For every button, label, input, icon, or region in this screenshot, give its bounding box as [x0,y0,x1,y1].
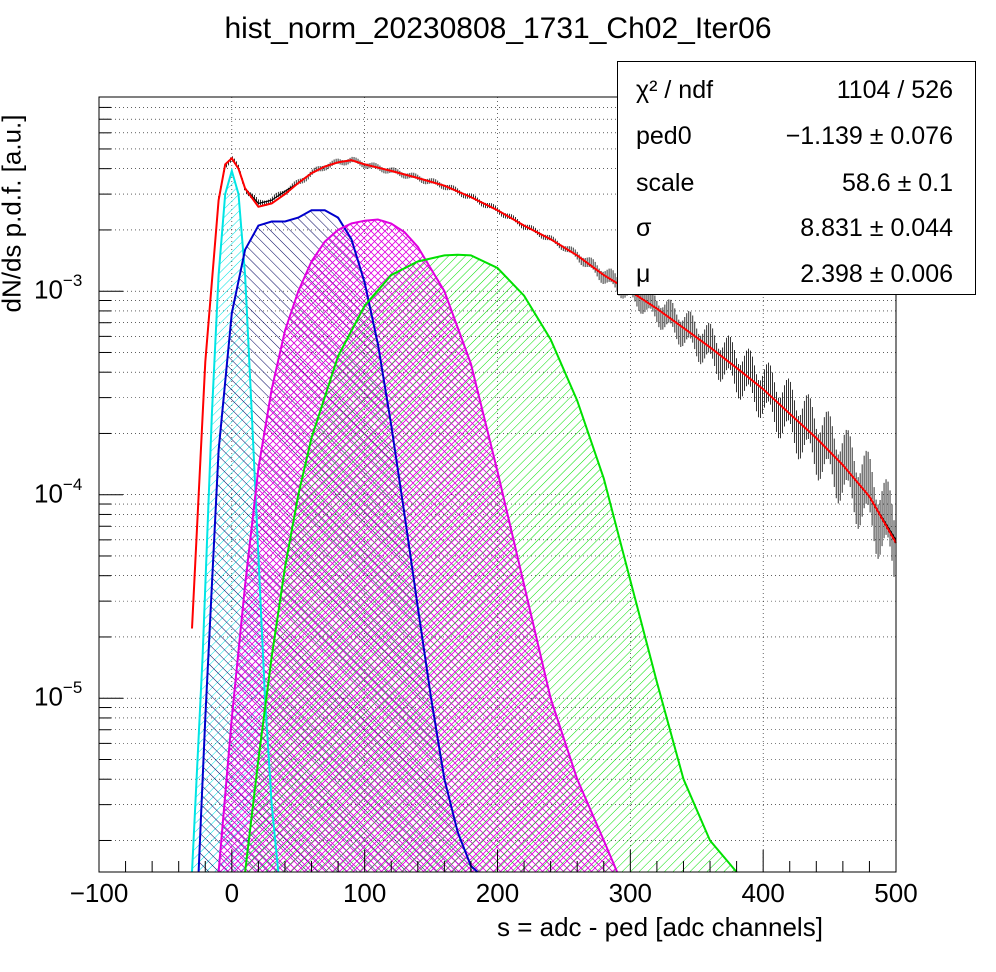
y-axis-label: dN/ds p.d.f. [a.u.] [0,114,27,313]
x-tick-label: 400 [741,878,785,908]
stat-name: μ [636,260,651,288]
stat-row-ped0: ped0 −1.139 ± 0.076 [618,112,975,158]
y-tick-label: 10−3 [34,271,83,305]
fit-stats-box: χ² / ndf 1104 / 526 ped0 −1.139 ± 0.076 … [617,61,976,295]
fit-curve-4 [244,253,738,873]
stat-row-sigma: σ 8.831 ± 0.044 [618,204,975,250]
fit-curve-1 [191,167,280,873]
stat-value: 2.398 ± 0.006 [800,260,953,288]
x-tick-label: −100 [69,878,129,908]
stat-name: scale [636,169,695,197]
x-tick-label: 0 [224,878,240,908]
component-fill-4 [245,254,737,873]
stat-row-mu: μ 2.398 ± 0.006 [618,250,975,296]
y-tick-label: 10−5 [34,678,83,712]
stat-row-scale: scale 58.6 ± 0.1 [618,159,975,205]
component-fills [191,170,737,873]
axis-ticks [98,106,897,872]
fit-curves [191,156,897,873]
stat-value: 1104 / 526 [836,76,953,104]
stat-name: ped0 [636,122,692,150]
chart-title: hist_norm_20230808_1731_Ch02_Iter06 [224,12,772,45]
stat-value: 8.831 ± 0.044 [800,214,953,242]
stat-row-chi2: χ² / ndf 1104 / 526 [618,66,975,112]
x-tick-label: 300 [608,878,653,908]
x-tick-label: 200 [475,878,520,908]
fit-curve-3 [217,218,619,873]
stat-value: 58.6 ± 0.1 [841,169,953,197]
x-tick-label: 500 [874,878,918,908]
stat-value: −1.139 ± 0.076 [785,122,953,150]
stat-name: χ² / ndf [636,76,714,104]
stat-name: σ [636,214,652,242]
fit-curve-0 [191,156,897,629]
x-axis-label: s = adc - ped [adc channels] [497,912,823,942]
y-tick-label: 10−4 [34,474,83,509]
fit-curve-2 [197,209,479,873]
x-tick-label: 100 [342,878,387,908]
